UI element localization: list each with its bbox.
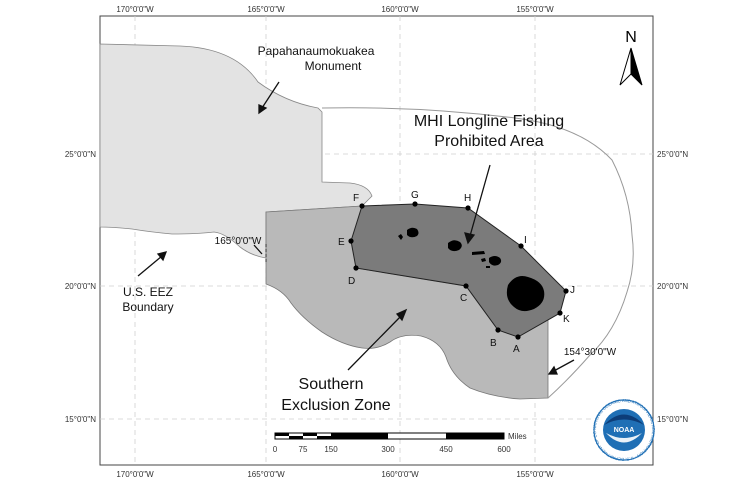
scale-seg-4 [317,436,331,439]
point-g-marker [412,201,418,207]
right-lat-label: 20°0'0"N [657,282,688,291]
monument-label-line2: Monument [305,59,362,73]
point-label-a: A [513,344,520,355]
scale-seg-2 [289,436,303,439]
island-kahoolawe [486,266,490,268]
noaa-wave-icon [606,433,642,443]
left-latitude-labels: 25°0'0"N 20°0'0"N 15°0'0"N [65,150,96,424]
mhi-label-line2: Prohibited Area [434,133,544,150]
bottom-lon-label: 170°0'0"W [116,470,154,479]
island-molokai [472,251,485,255]
boundary-points [348,201,569,340]
scale-label-450: 450 [439,445,453,454]
mhi-label-line1: MHI Longline Fishing [414,113,564,130]
right-lat-label: 25°0'0"N [657,150,688,159]
left-lat-label: 20°0'0"N [65,282,96,291]
scale-seg-3 [303,433,317,436]
monument-label-line1: Papahanaumokuakea [258,44,375,58]
eez-arrow [137,255,163,277]
sez-label-line2: Exclusion Zone [281,397,390,414]
scale-seg-6 [446,433,504,439]
scale-label-75: 75 [299,445,308,454]
point-e-marker [348,238,354,244]
point-c-marker [463,283,469,289]
bottom-lon-label: 155°0'0"W [516,470,554,479]
right-latitude-labels: 25°0'0"N 20°0'0"N 15°0'0"N [657,150,688,424]
scale-label-300: 300 [381,445,395,454]
point-d-marker [353,265,359,271]
mhi-arrowhead [464,232,476,245]
scale-seg-5 [331,433,388,439]
point-j-marker [563,288,569,294]
lon-165-label: 165°0'0"W [215,236,262,247]
point-label-e: E [338,237,345,248]
sez-arrow [347,314,403,371]
monument-area [99,43,373,259]
mhi-arrow [469,164,491,237]
noaa-logo-text: NOAA [614,427,635,434]
eez-boundary-line [321,107,634,399]
point-label-h: H [464,193,471,204]
eez-arrowhead [156,251,168,262]
eez-label-line2: Boundary [122,300,173,314]
point-f-marker [359,203,365,209]
island-maui [489,256,502,266]
top-longitude-labels: 170°0'0"W 165°0'0"W 160°0'0"W 155°0'0"W [116,5,554,14]
top-lon-label: 165°0'0"W [247,5,285,14]
scale-unit-label: Miles [508,432,527,441]
top-lon-label: 170°0'0"W [116,5,154,14]
eez-label-line1: U.S. EEZ [123,285,173,299]
north-arrow-label: N [625,29,637,46]
left-lat-label: 15°0'0"N [65,415,96,424]
scale-label-600: 600 [497,445,511,454]
point-i-marker [518,243,524,249]
lon-1545-label: 154°30'0"W [564,347,617,358]
top-lon-label: 155°0'0"W [516,5,554,14]
island-kauai [407,227,419,238]
island-hawaii [506,276,545,312]
sez-arrowhead [395,308,408,322]
north-arrow: N [619,29,643,86]
point-label-i: I [524,235,527,246]
lon-165-arrow [253,244,263,255]
point-h-marker [465,205,471,211]
noaa-bird-icon [604,414,644,425]
point-label-c: C [460,293,467,304]
point-label-k: K [563,314,570,325]
top-lon-label: 160°0'0"W [381,5,419,14]
monument-arrow [261,81,280,109]
scale-label-150: 150 [324,445,338,454]
monument-arrowhead [258,104,268,115]
point-label-b: B [490,338,497,349]
scale-bar: 0 75 150 300 450 600 Miles [273,432,527,454]
point-b-marker [495,327,501,333]
bottom-lon-label: 165°0'0"W [247,470,285,479]
lon-1545-arrowhead [547,365,558,375]
island-niihau [398,234,403,240]
island-oahu [448,240,462,252]
point-label-f: F [353,193,359,204]
island-lanai [481,258,486,262]
right-lat-label: 15°0'0"N [657,415,688,424]
left-lat-label: 25°0'0"N [65,150,96,159]
point-label-j: J [570,285,575,296]
north-arrow-right-half [630,47,643,86]
bottom-longitude-labels: 170°0'0"W 165°0'0"W 160°0'0"W 155°0'0"W [116,470,554,479]
scale-label-0: 0 [273,445,278,454]
bottom-lon-label: 160°0'0"W [381,470,419,479]
point-label-g: G [411,190,419,201]
scale-seg-1 [275,433,289,436]
point-k-marker [557,310,563,316]
southern-exclusion-zone [265,205,561,400]
point-label-d: D [348,276,355,287]
boundary-point-labels: A B C D E F G H I J K [338,190,575,355]
point-a-marker [515,334,521,340]
sez-label-line1: Southern [299,376,364,393]
callout-arrows [137,81,575,375]
hawaiian-islands [398,227,545,312]
